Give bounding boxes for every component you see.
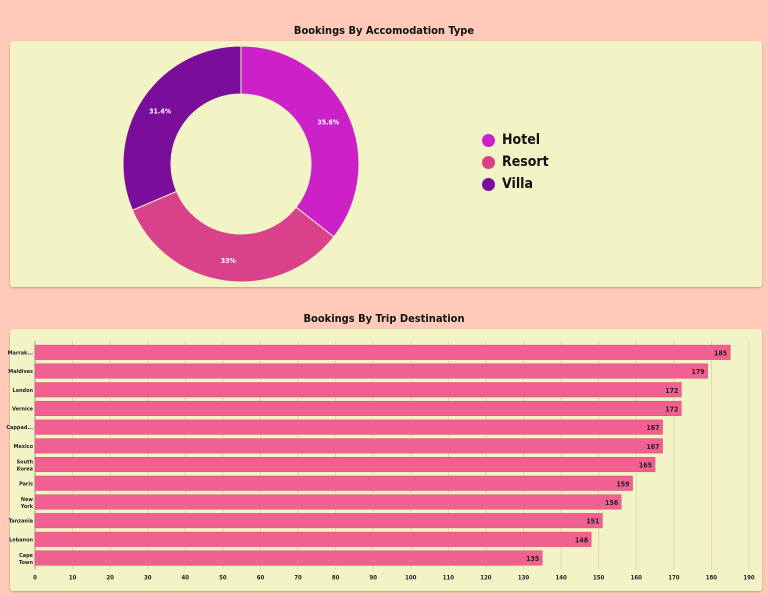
category-label: New York (20, 497, 34, 510)
x-tick-label: 0 (33, 574, 37, 581)
bar-value-label: 167 (646, 443, 659, 451)
x-tick-label: 50 (219, 574, 227, 581)
donut-slice-villa[interactable] (122, 45, 242, 211)
category-label: Cape Town (19, 553, 34, 566)
category-label: Mexico (14, 444, 34, 450)
x-tick-label: 180 (706, 574, 718, 581)
bar[interactable] (34, 344, 731, 360)
bar-value-label: 135 (526, 555, 539, 563)
x-tick-label: 40 (182, 574, 190, 581)
category-label: London (12, 388, 33, 394)
donut-slice-label: 35.6% (317, 119, 340, 127)
x-tick-label: 160 (631, 574, 643, 581)
bar-value-label: 151 (586, 518, 599, 526)
bar[interactable] (34, 494, 622, 510)
donut-slice-hotel[interactable] (240, 45, 360, 238)
donut-chart: 35.6% 33% 31.4% (122, 45, 360, 283)
bar[interactable] (34, 550, 543, 566)
bar[interactable] (34, 438, 663, 454)
legend-label: Hotel (502, 132, 541, 148)
bar-chart: 0 10 20 30 40 50 60 70 80 90 100 110 120 130 140 150 160… (6, 341, 755, 581)
bar-value-label: 185 (714, 349, 727, 357)
bar-value-label: 167 (646, 424, 659, 432)
legend-swatch (482, 177, 495, 191)
bar[interactable] (34, 457, 656, 473)
x-tick-label: 150 (593, 574, 605, 581)
legend-label: Resort (502, 154, 549, 170)
bar-value-label: 148 (575, 536, 588, 544)
category-label: Vernice (12, 406, 33, 412)
category-label: Maldives (8, 369, 33, 375)
legend-swatch (482, 133, 495, 147)
x-tick-label: 60 (257, 574, 265, 581)
category-label: Marrak... (8, 350, 34, 356)
donut-slice-label: 33% (221, 257, 237, 265)
bar-chart-title: Bookings By Trip Destination (303, 312, 465, 325)
donut-chart-panel: 35.6% 33% 31.4% Hotel Resort Villa (10, 41, 762, 287)
donut-slice-label: 31.4% (149, 107, 172, 115)
category-label: South Korea (17, 460, 34, 473)
donut-slice-resort[interactable] (131, 190, 335, 283)
bar-value-label: 156 (605, 499, 619, 507)
bar-value-label: 159 (616, 480, 629, 488)
bar[interactable] (34, 382, 682, 398)
x-tick-label: 170 (668, 574, 680, 581)
x-tick-label: 190 (743, 574, 755, 581)
x-tick-label: 80 (332, 574, 340, 581)
bar[interactable] (34, 513, 603, 529)
x-tick-label: 110 (443, 574, 455, 581)
bar-value-label: 165 (639, 462, 652, 470)
bar[interactable] (34, 531, 592, 547)
bar[interactable] (34, 363, 708, 379)
bar[interactable] (34, 475, 633, 491)
x-tick-label: 70 (294, 574, 302, 581)
category-label: Cappad... (6, 425, 33, 431)
category-label: Lebanon (9, 537, 33, 543)
category-label: Tanzania (9, 519, 33, 525)
x-tick-label: 100 (405, 574, 417, 581)
legend-item-villa[interactable]: Villa (482, 176, 533, 192)
x-tick-label: 30 (144, 574, 152, 581)
x-tick-label: 140 (555, 574, 567, 581)
legend-item-resort[interactable]: Resort (482, 154, 549, 170)
legend-item-hotel[interactable]: Hotel (482, 132, 540, 148)
bar-value-label: 179 (692, 368, 705, 376)
bar-value-label: 172 (665, 387, 678, 395)
legend-label: Villa (502, 176, 533, 192)
x-tick-label: 10 (69, 574, 77, 581)
x-tick-label: 20 (106, 574, 114, 581)
legend-swatch (482, 155, 495, 169)
x-tick-label: 90 (369, 574, 377, 581)
bar[interactable] (34, 419, 663, 435)
donut-chart-title: Bookings By Accomodation Type (293, 24, 475, 37)
category-label: Paris (19, 481, 33, 487)
bar-value-label: 172 (665, 405, 678, 413)
x-tick-label: 120 (480, 574, 492, 581)
bar-chart-panel: 0 10 20 30 40 50 60 70 80 90 100 110 120 130 140 150 160… (6, 329, 762, 591)
x-tick-label: 130 (518, 574, 530, 581)
bar[interactable] (34, 400, 682, 416)
